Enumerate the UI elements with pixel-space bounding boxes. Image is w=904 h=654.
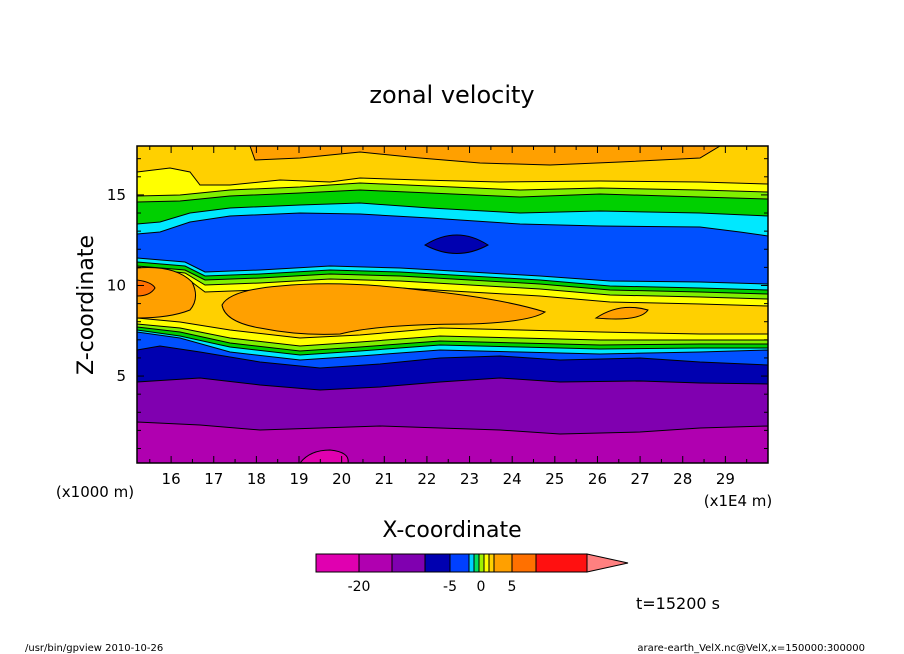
y-axis-label: Z-coordinate	[74, 235, 99, 375]
x-unit-right: (x1E4 m)	[704, 492, 773, 510]
colorbar	[315, 553, 629, 573]
y-tick-label-5: 5	[116, 367, 126, 385]
x-tick-label-21: 21	[375, 470, 394, 488]
band-navy-lens	[423, 234, 489, 254]
x-axis: 16 17 18 19 20 21 22 23 24 25 26 27 28 29	[149, 146, 748, 488]
colorbar-segment	[468, 553, 475, 573]
band-orange-right	[594, 306, 649, 320]
footer-right: arare-earth_VelX.nc@VelX,x=150000:300000	[637, 643, 865, 654]
x-tick-label-19: 19	[289, 470, 308, 488]
chart-title: zonal velocity	[369, 81, 534, 109]
x-tick-label-28: 28	[673, 470, 692, 488]
colorbar-segment	[511, 553, 537, 573]
colorbar-segment	[358, 553, 393, 573]
colorbar-segment	[424, 553, 451, 573]
footer-left: /usr/bin/gpview 2010-10-26	[25, 643, 163, 654]
band-purple	[137, 421, 768, 463]
band-orange-left	[137, 267, 196, 319]
colorbar-segment	[493, 553, 513, 573]
contour-bands	[137, 146, 768, 463]
x-tick-label-23: 23	[460, 470, 479, 488]
band-orange-center	[221, 283, 547, 335]
colorbar-segment	[391, 553, 426, 573]
x-axis-label: X-coordinate	[382, 518, 521, 543]
x-unit-left: (x1000 m)	[56, 483, 134, 501]
band-redorange-left	[137, 279, 156, 297]
x-tick-label-22: 22	[417, 470, 436, 488]
y-tick-label-15: 15	[107, 186, 126, 204]
colorbar-label: -5	[443, 579, 457, 595]
band-magenta	[299, 449, 349, 463]
x-tick-label-26: 26	[588, 470, 607, 488]
colorbar-segment	[449, 553, 470, 573]
colorbar-segment	[535, 553, 588, 573]
colorbar-label: 0	[477, 579, 486, 595]
x-tick-label-20: 20	[332, 470, 351, 488]
y-axis: 5 10 15	[107, 158, 768, 450]
colorbar-arrow	[586, 553, 629, 573]
x-tick-label-16: 16	[162, 470, 181, 488]
colorbar-segment	[473, 553, 480, 573]
colorbar-segment	[483, 553, 490, 573]
colorbar-label: 5	[508, 579, 517, 595]
colorbar-labels: -20 -5 0 5	[348, 579, 517, 595]
colorbar-segment	[488, 553, 495, 573]
colorbar-label: -20	[348, 579, 371, 595]
x-tick-label-29: 29	[716, 470, 735, 488]
x-tick-label-18: 18	[247, 470, 266, 488]
x-tick-label-24: 24	[503, 470, 522, 488]
colorbar-segment	[478, 553, 485, 573]
time-label: t=15200 s	[636, 594, 720, 613]
band-top-orange	[249, 146, 721, 166]
y-tick-label-10: 10	[107, 276, 126, 294]
colorbar-segment	[315, 553, 360, 573]
x-tick-label-25: 25	[545, 470, 564, 488]
x-tick-label-27: 27	[631, 470, 650, 488]
x-tick-label-17: 17	[204, 470, 223, 488]
plot-frame	[136, 145, 769, 464]
